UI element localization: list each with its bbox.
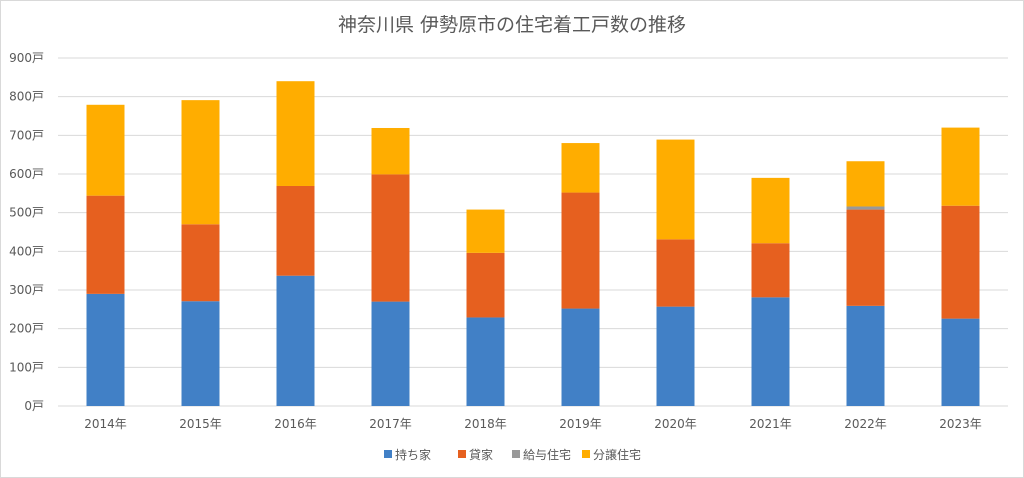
legend-label: 持ち家 [395, 447, 431, 462]
bar-segment [181, 301, 220, 406]
y-tick-label: 900戸 [9, 51, 44, 65]
x-axis-ticks: 2014年 2015年 2016年 2017年 2018年 2019年 2020年 2021年… [84, 417, 982, 431]
bar-segment [561, 192, 600, 309]
bar-segment [941, 205, 980, 319]
bar-segment [846, 206, 885, 210]
x-tick-label: 2018年 [464, 417, 507, 431]
bars [86, 81, 980, 406]
x-tick-label: 2016年 [274, 417, 317, 431]
y-axis-ticks: 0戸 100戸 200戸 300戸 400戸 500戸 600戸 700戸 800戸 900戸 [9, 51, 44, 413]
x-tick-label: 2015年 [179, 417, 222, 431]
bar-segment [656, 239, 695, 307]
bar-segment [86, 293, 125, 406]
bar-segment [751, 297, 790, 406]
x-tick-label: 2017年 [369, 417, 412, 431]
bar-segment [751, 243, 790, 298]
bar-segment [466, 317, 505, 406]
bar-segment [561, 143, 600, 193]
bar-segment [941, 127, 980, 206]
y-tick-label: 200戸 [9, 322, 44, 336]
y-tick-label: 100戸 [9, 360, 44, 374]
bar-segment [86, 195, 125, 294]
chart-title: 神奈川県 伊勢原市の住宅着工戸数の推移 [338, 14, 686, 36]
y-tick-label: 0戸 [24, 399, 44, 413]
bar-segment [276, 185, 315, 276]
bar-segment [846, 305, 885, 406]
y-tick-label: 500戸 [9, 206, 44, 220]
legend-swatch [512, 450, 520, 458]
x-tick-label: 2020年 [654, 417, 697, 431]
y-tick-label: 300戸 [9, 283, 44, 297]
bar-segment [561, 308, 600, 406]
bar-segment [466, 252, 505, 318]
bar-segment [371, 127, 410, 175]
legend: 持ち家 貸家 給与住宅 分譲住宅 [384, 447, 641, 462]
x-tick-label: 2022年 [844, 417, 887, 431]
y-tick-label: 600戸 [9, 167, 44, 181]
bar-segment [656, 306, 695, 406]
bar-segment [276, 81, 315, 186]
bar-segment [751, 177, 790, 244]
y-tick-label: 800戸 [9, 90, 44, 104]
bar-segment [941, 318, 980, 406]
bar-segment [276, 275, 315, 406]
legend-swatch [458, 450, 466, 458]
bar-segment [181, 100, 220, 225]
x-tick-label: 2021年 [749, 417, 792, 431]
legend-swatch [582, 450, 590, 458]
x-tick-label: 2014年 [84, 417, 127, 431]
legend-label: 貸家 [469, 447, 493, 462]
legend-label: 分譲住宅 [593, 447, 641, 462]
bar-segment [846, 209, 885, 306]
y-tick-label: 400戸 [9, 244, 44, 258]
legend-swatch [384, 450, 392, 458]
y-tick-label: 700戸 [9, 128, 44, 142]
x-tick-label: 2019年 [559, 417, 602, 431]
bar-segment [466, 209, 505, 253]
bar-segment [371, 174, 410, 302]
bar-segment [656, 139, 695, 240]
bar-segment [846, 161, 885, 207]
bar-segment [371, 301, 410, 406]
x-tick-label: 2023年 [939, 417, 982, 431]
legend-label: 給与住宅 [523, 447, 571, 462]
bar-segment [181, 224, 220, 302]
bar-segment [86, 104, 125, 196]
